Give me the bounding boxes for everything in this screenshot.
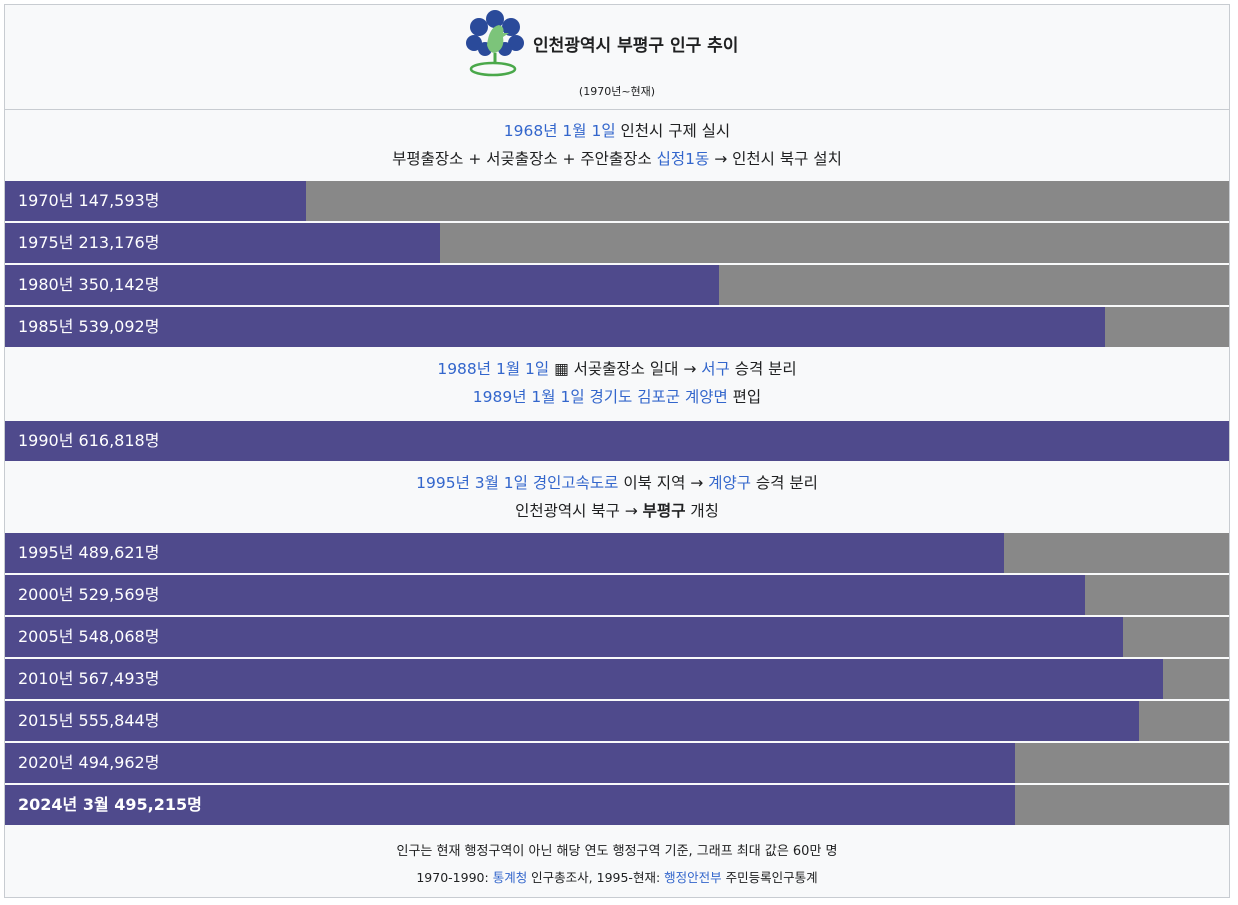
wiki-link[interactable]: 1988년 1월 1일: [437, 360, 550, 378]
note-text: 승격 분리: [750, 474, 818, 492]
bar-label: 2020년 494,962명: [18, 753, 160, 772]
bar-row: 1980년 350,142명: [5, 265, 1229, 305]
note-text: ▦ 서곶출장소 일대 →: [549, 360, 702, 378]
wiki-link[interactable]: 1995년 3월 1일: [416, 474, 528, 492]
event-note: 1988년 1월 1일 ▦ 서곶출장소 일대 → 서구 승격 분리 1989년 1…: [5, 349, 1229, 419]
population-infobox: 인천광역시 부평구 인구 추이 (1970년~현재) 1968년 1월 1일 인…: [4, 4, 1230, 898]
wiki-link[interactable]: 계양면: [684, 388, 728, 406]
note-text: 주민등록인구통계: [721, 870, 818, 885]
bupyeong-emblem-icon: [466, 10, 524, 77]
event-line: 1988년 1월 1일 ▦ 서곶출장소 일대 → 서구 승격 분리: [5, 355, 1229, 383]
population-bar: [5, 743, 1015, 783]
bar-label: 1975년 213,176명: [18, 233, 160, 252]
note-text: 부평구: [642, 502, 686, 520]
note-text: 인천광역시 북구 →: [515, 502, 643, 520]
event-line: 1968년 1월 1일 인천시 구제 실시: [5, 117, 1229, 145]
chart-title: 인천광역시 부평구 인구 추이: [533, 36, 739, 56]
chart-footer: 인구는 현재 행정구역이 아닌 해당 연도 행정구역 기준, 그래프 최대 값은…: [5, 839, 1229, 891]
bar-label: 2010년 567,493명: [18, 669, 160, 688]
note-text: 인구총조사, 1995-현재:: [527, 870, 665, 885]
bar-row: 2020년 494,962명: [5, 743, 1229, 783]
event-note: 1995년 3월 1일 경인고속도로 이북 지역 → 계양구 승격 분리 인천광역…: [5, 463, 1229, 531]
bar-label: 1995년 489,621명: [18, 543, 160, 562]
wiki-link[interactable]: 서구: [701, 360, 730, 378]
bar-row: 2000년 529,569명: [5, 575, 1229, 615]
note-text: 편입: [727, 388, 762, 406]
wiki-link[interactable]: 김포군: [637, 388, 681, 406]
chart-header: 인천광역시 부평구 인구 추이 (1970년~현재): [5, 5, 1229, 110]
chart-subtitle: (1970년~현재): [578, 85, 656, 98]
wiki-link[interactable]: 경기도: [589, 388, 633, 406]
wiki-link[interactable]: 통계청: [492, 870, 528, 885]
population-bar: [5, 617, 1123, 657]
wiki-link[interactable]: 계양구: [708, 474, 751, 492]
bar-row: 2005년 548,068명: [5, 617, 1229, 657]
bar-label: 2000년 529,569명: [18, 585, 160, 604]
population-bar: [5, 421, 1229, 461]
bar-row: 2015년 555,844명: [5, 701, 1229, 741]
event-line: 부평출장소 + 서곶출장소 + 주안출장소 십정1동 → 인천시 북구 설치: [5, 145, 1229, 173]
bar-label: 2005년 548,068명: [18, 627, 160, 646]
bar-row: 2010년 567,493명: [5, 659, 1229, 699]
event-note: 1968년 1월 1일 인천시 구제 실시 부평출장소 + 서곶출장소 + 주안출…: [5, 111, 1229, 179]
footer-note: 인구는 현재 행정구역이 아닌 해당 연도 행정구역 기준, 그래프 최대 값은…: [396, 844, 838, 859]
bar-label: 1970년 147,593명: [18, 191, 160, 210]
population-bar: [5, 533, 1004, 573]
bar-row: 1985년 539,092명: [5, 307, 1229, 347]
bar-row: 1975년 213,176명: [5, 223, 1229, 263]
bar-row: 1995년 489,621명: [5, 533, 1229, 573]
population-bar: [5, 307, 1105, 347]
bar-row: 1990년 616,818명: [5, 421, 1229, 461]
note-text: 인천시 구제 실시: [615, 122, 731, 140]
population-bar: [5, 575, 1085, 615]
population-bar: [5, 181, 306, 221]
wiki-link[interactable]: 1968년 1월 1일: [503, 122, 616, 140]
note-text: 승격 분리: [729, 360, 797, 378]
wiki-link[interactable]: 경인고속도로: [532, 474, 619, 492]
bar-label: 1985년 539,092명: [18, 317, 160, 336]
note-text: 개칭: [685, 502, 719, 520]
bar-row: 2024년 3월 495,215명: [5, 785, 1229, 825]
population-bar: [5, 265, 719, 305]
bar-label: 2024년 3월 495,215명: [18, 795, 202, 814]
bar-label: 2015년 555,844명: [18, 711, 160, 730]
wiki-link[interactable]: 십정1동: [656, 150, 710, 168]
event-line: 1995년 3월 1일 경인고속도로 이북 지역 → 계양구 승격 분리: [5, 469, 1229, 497]
event-line: 1989년 1월 1일 경기도 김포군 계양면 편입: [5, 383, 1229, 411]
note-text: 부평출장소 + 서곶출장소 + 주안출장소: [392, 150, 657, 168]
note-text: → 인천시 북구 설치: [709, 150, 842, 168]
note-text: 1970-1990:: [416, 870, 493, 885]
population-bar: [5, 701, 1139, 741]
population-bar: [5, 659, 1163, 699]
population-bar: [5, 785, 1015, 825]
note-text: 이북 지역 →: [618, 474, 709, 492]
footer-source: 1970-1990: 통계청 인구총조사, 1995-현재: 행정안전부 주민등…: [5, 865, 1229, 891]
population-bar: [5, 223, 440, 263]
bar-row: 1970년 147,593명: [5, 181, 1229, 221]
event-line: 인천광역시 북구 → 부평구 개칭: [5, 497, 1229, 525]
bar-label: 1980년 350,142명: [18, 275, 160, 294]
bar-label: 1990년 616,818명: [18, 431, 160, 450]
wiki-link[interactable]: 행정안전부: [664, 870, 722, 885]
wiki-link[interactable]: 1989년 1월 1일: [472, 388, 585, 406]
